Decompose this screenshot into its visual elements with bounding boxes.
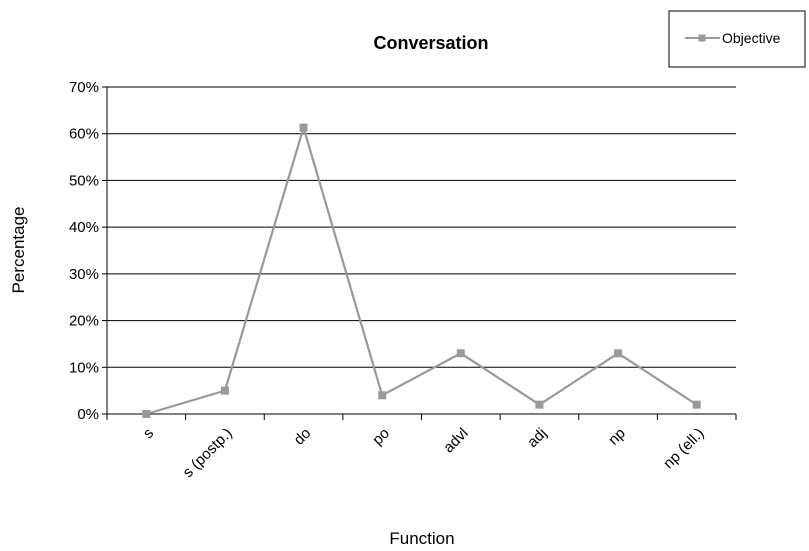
x-tick-label: s (postp.) <box>180 425 236 481</box>
data-point <box>692 400 701 409</box>
x-tick-label: np <box>605 425 629 449</box>
x-tick-label: advl <box>440 425 471 456</box>
legend-marker-objective <box>698 34 706 42</box>
series-line <box>145 123 698 416</box>
y-tick-label: 10% <box>69 359 99 376</box>
x-tick-label: s <box>140 425 157 442</box>
data-point <box>299 123 308 132</box>
y-tick-label: 50% <box>69 172 99 189</box>
x-tick-label: do <box>291 425 315 449</box>
data-point <box>535 400 544 409</box>
x-tick-label: adj <box>524 425 550 451</box>
y-tick-label: 0% <box>77 406 99 423</box>
legend-label-objective: Objective <box>722 30 781 46</box>
series-objective <box>142 123 701 418</box>
x-tick-label: po <box>369 425 393 449</box>
x-axis-title: Function <box>389 529 454 548</box>
x-tick-label: np (ell.) <box>660 425 707 472</box>
y-tick-label: 70% <box>69 79 99 96</box>
legend: Objective <box>668 10 806 68</box>
data-point <box>378 391 387 400</box>
x-axis-ticks: s s (postp.) do po advl adj np np (ell.) <box>106 414 737 481</box>
y-tick-label: 40% <box>69 219 99 236</box>
data-point <box>456 349 465 358</box>
data-point <box>220 386 229 395</box>
chart-title: Conversation <box>373 33 488 53</box>
y-tick-label: 30% <box>69 266 99 283</box>
y-axis-title: Percentage <box>9 207 28 294</box>
y-axis-ticks: 0% 10% 20% 30% 40% 50% 60% 70% <box>69 79 107 423</box>
y-tick-label: 60% <box>69 126 99 143</box>
data-point <box>614 349 623 358</box>
y-tick-label: 20% <box>69 313 99 330</box>
data-point <box>142 410 151 418</box>
gridlines <box>107 86 736 368</box>
